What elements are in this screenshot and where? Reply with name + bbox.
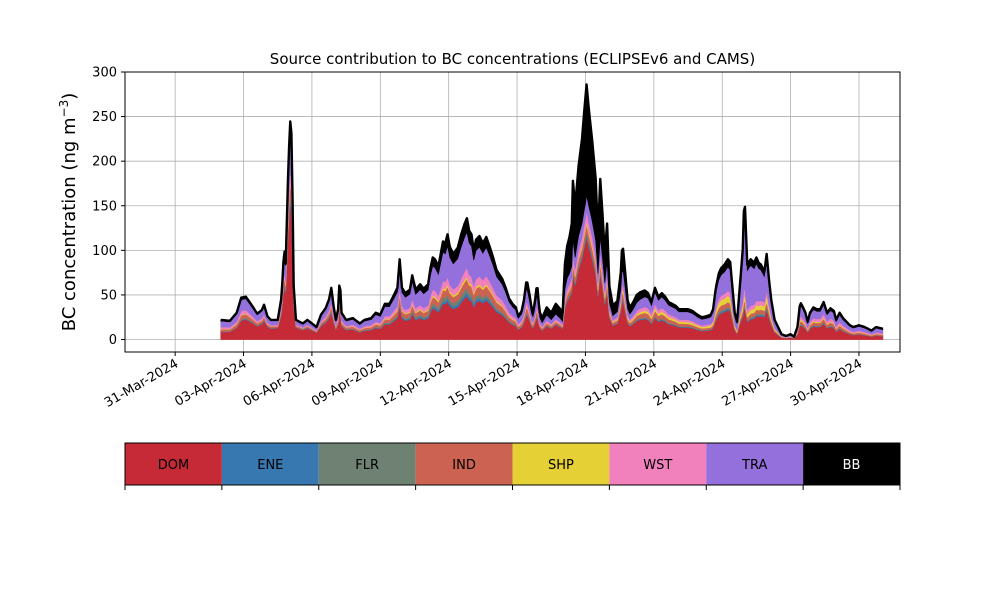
x-tick-label: 09-Apr-2024 (309, 356, 386, 409)
legend-label-ene: ENE (257, 458, 283, 473)
y-tick-label: 300 (92, 66, 117, 81)
x-tick-label: 27-Apr-2024 (719, 356, 796, 409)
area-bb (220, 84, 884, 338)
y-tick-label: 100 (92, 244, 117, 259)
chart-title: Source contribution to BC concentrations… (270, 50, 755, 68)
legend-label-bb: BB (843, 458, 861, 473)
y-axis-label: BC concentration (ng m−3) (57, 93, 80, 332)
legend-label-ind: IND (452, 458, 476, 473)
y-tick-label: 200 (92, 155, 117, 170)
x-tick-label: 21-Apr-2024 (583, 356, 660, 409)
x-tick-label: 31-Mar-2024 (102, 356, 181, 410)
legend-label-tra: TRA (741, 458, 767, 473)
legend-swatch-shp (512, 443, 610, 485)
x-tick-label: 03-Apr-2024 (172, 356, 249, 409)
legend-label-flr: FLR (355, 458, 379, 473)
legend-label-wst: WST (643, 458, 672, 473)
legend-swatch-tra (706, 443, 804, 485)
x-tick-label: 15-Apr-2024 (446, 356, 523, 409)
y-tick-label: 150 (92, 199, 117, 214)
x-tick-label: 06-Apr-2024 (241, 356, 318, 409)
y-tick-label: 250 (92, 110, 117, 125)
y-axis-label-close: ) (59, 93, 80, 100)
y-tick-label: 50 (100, 288, 117, 303)
legend-swatch-ind (415, 443, 513, 485)
plot-frame (124, 71, 901, 353)
total-line (220, 83, 884, 339)
x-tick-label: 24-Apr-2024 (651, 356, 728, 409)
total-outline (220, 83, 884, 339)
y-tick-label: 0 (109, 333, 117, 348)
legend-swatch-flr (318, 443, 416, 485)
stacked-areas (220, 84, 884, 340)
legend-label-shp: SHP (548, 458, 574, 473)
legend-swatch-bb (803, 443, 900, 485)
legend-label-dom: DOM (158, 458, 189, 473)
area-tra (220, 127, 884, 339)
legend-swatch-wst (609, 443, 707, 485)
legend-swatch-ene (221, 443, 319, 485)
x-tick-label: 12-Apr-2024 (378, 356, 455, 409)
legend: DOM ENE FLR IND SHP WST TRA BB (124, 442, 901, 490)
y-axis-label-exponent: −3 (57, 100, 71, 118)
x-axis-ticks: 31-Mar-202403-Apr-202406-Apr-202409-Apr-… (102, 352, 865, 411)
y-axis-label-text: BC concentration (ng m (59, 117, 80, 331)
legend-swatch-dom (125, 443, 222, 485)
y-axis-ticks: 0 50 100 150 200 250 300 (92, 66, 125, 348)
x-tick-label: 30-Apr-2024 (788, 356, 865, 409)
x-tick-label: 18-Apr-2024 (514, 356, 591, 409)
